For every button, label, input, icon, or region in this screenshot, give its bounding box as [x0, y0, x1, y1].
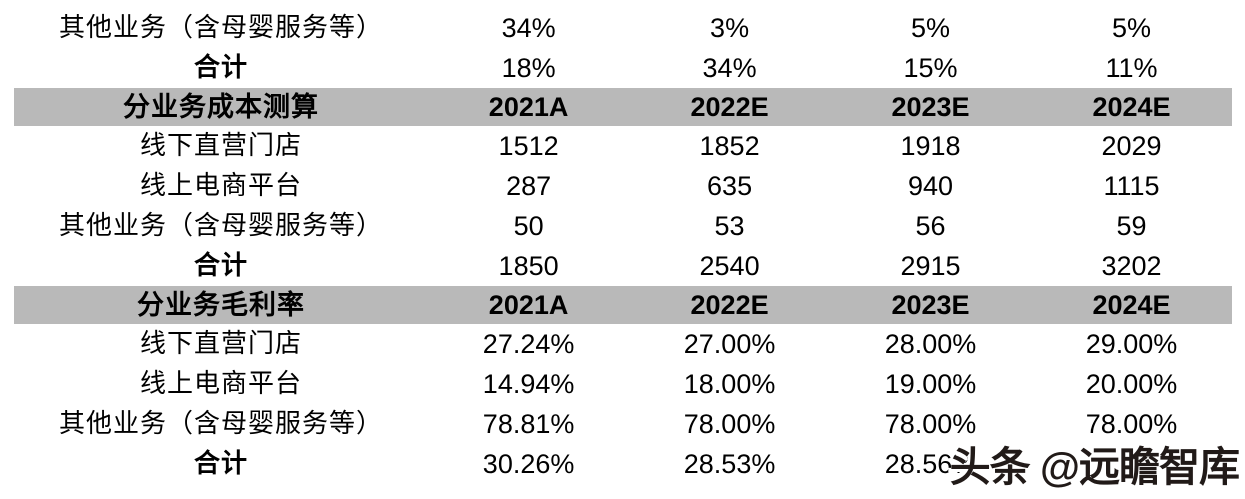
cell-value: 635 [707, 170, 753, 201]
row-label: 线上电商平台 [140, 171, 303, 200]
cell-value: 27.24% [482, 328, 575, 359]
cell-value: 78.81% [482, 408, 575, 439]
cell-value: 53 [714, 210, 745, 241]
column-header: 2022E [690, 91, 769, 122]
cell-value: 28.00% [884, 328, 977, 359]
table-row: 其他业务（含母婴服务等） 78.81% 78.00% 78.00% 78.00% [14, 404, 1232, 444]
row-label: 线下直营门店 [140, 329, 303, 358]
table-row: 线下直营门店 27.24% 27.00% 28.00% 29.00% [14, 324, 1232, 364]
cell-value: 5% [1111, 12, 1152, 43]
cell-value: 1852 [699, 130, 760, 161]
cell-value: 20.00% [1085, 368, 1178, 399]
cell-value: 18.00% [683, 368, 776, 399]
column-header: 2024E [1092, 289, 1171, 320]
cell-value: 2540 [699, 250, 760, 281]
column-header: 2021A [488, 91, 569, 122]
cell-value: 11% [1105, 52, 1158, 83]
cell-value: 34% [702, 52, 757, 83]
column-header: 2021A [488, 289, 569, 320]
cell-value: 78.00% [1085, 408, 1178, 439]
cell-value: 34% [501, 12, 556, 43]
cell-value: 56 [915, 210, 946, 241]
cell-value: 15% [903, 52, 958, 83]
row-label: 合计 [194, 251, 249, 280]
row-label: 合计 [194, 449, 249, 478]
cell-value: 3202 [1101, 250, 1162, 281]
cell-value: 940 [908, 170, 954, 201]
segment-forecast-table: 其他业务（含母婴服务等） 34% 3% 5% 5% 合计 18% 34% 15%… [14, 8, 1232, 484]
row-label: 线上电商平台 [140, 369, 303, 398]
cell-value: 19.00% [884, 368, 977, 399]
cell-value: 50 [513, 210, 544, 241]
cell-value: 30.26% [482, 448, 575, 479]
cell-value: 2915 [900, 250, 961, 281]
toutiao-watermark: 头条 @远瞻智库 [949, 444, 1240, 490]
cell-value: 18% [501, 52, 556, 83]
row-label: 其他业务（含母婴服务等） [59, 211, 384, 240]
table-row-total: 合计 18% 34% 15% 11% [14, 48, 1232, 88]
table-row: 线下直营门店 1512 1852 1918 2029 [14, 126, 1232, 166]
row-label: 其他业务（含母婴服务等） [59, 13, 384, 42]
column-header: 2023E [891, 289, 970, 320]
cell-value: 28.53% [683, 448, 776, 479]
cell-value: 2029 [1101, 130, 1162, 161]
column-header: 2022E [690, 289, 769, 320]
cell-value: 29.00% [1085, 328, 1178, 359]
cell-value: 5% [911, 12, 951, 43]
cell-value: 1850 [498, 250, 559, 281]
row-label: 线下直营门店 [140, 131, 303, 160]
table-row: 其他业务（含母婴服务等） 50 53 56 59 [14, 206, 1232, 246]
cell-value: 1918 [900, 130, 961, 161]
row-label: 合计 [194, 53, 249, 82]
table-row: 线上电商平台 287 635 940 1115 [14, 166, 1232, 206]
cell-value: 78.00% [683, 408, 776, 439]
cell-value: 59 [1116, 210, 1147, 241]
table-row: 线上电商平台 14.94% 18.00% 19.00% 20.00% [14, 364, 1232, 404]
cell-value: 287 [506, 170, 552, 201]
section-header-cost: 分业务成本测算 2021A 2022E 2023E 2024E [14, 88, 1232, 126]
table-row: 其他业务（含母婴服务等） 34% 3% 5% 5% [14, 8, 1232, 48]
section-title: 分业务成本测算 [123, 91, 320, 122]
cell-value: 27.00% [683, 328, 776, 359]
column-header: 2024E [1092, 91, 1171, 122]
column-header: 2023E [891, 91, 970, 122]
cell-value: 78.00% [884, 408, 977, 439]
section-header-gross-margin: 分业务毛利率 2021A 2022E 2023E 2024E [14, 286, 1232, 324]
cell-value: 14.94% [482, 368, 575, 399]
section-title: 分业务毛利率 [137, 289, 306, 320]
cell-value: 28.56% [884, 448, 977, 479]
table-row-total: 合计 30.26% 28.53% 28.56% [14, 444, 1232, 484]
cell-value: 3% [710, 12, 750, 43]
row-label: 其他业务（含母婴服务等） [59, 409, 384, 438]
cell-value: 1512 [498, 130, 559, 161]
cell-value: 1115 [1103, 170, 1160, 201]
table-row-total: 合计 1850 2540 2915 3202 [14, 246, 1232, 286]
